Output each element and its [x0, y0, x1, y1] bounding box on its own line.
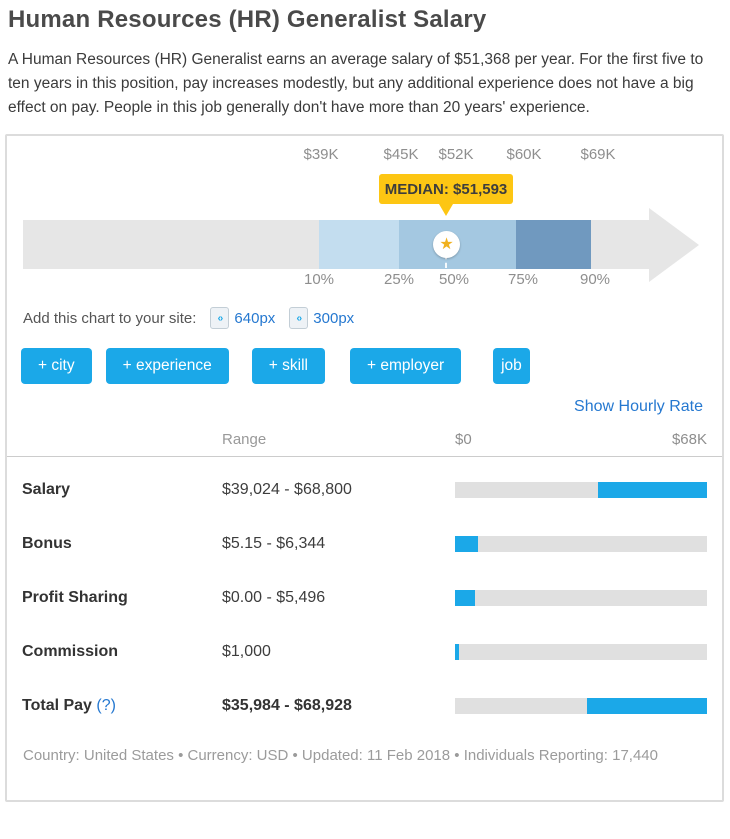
embed-300px-label: 300px — [313, 309, 355, 327]
gauge-percent-label-50: 50% — [438, 271, 470, 288]
axis-min-label: $0 — [455, 430, 472, 448]
gauge-segment-10-25 — [319, 220, 399, 269]
row-label: Profit Sharing — [22, 589, 128, 606]
row-bar-fill — [455, 590, 476, 606]
median-star-marker[interactable]: ★ — [433, 231, 460, 258]
row-label: Commission — [22, 643, 119, 660]
embed-640px-label: 640px — [234, 309, 276, 327]
gauge-value-label-10: $39K — [303, 146, 339, 163]
add-skill-button[interactable]: + skill — [251, 348, 325, 384]
percentile-gauge: $39K $45K $52K $60K $69K MEDIAN: $51,593… — [7, 136, 722, 294]
embed-prompt: Add this chart to your site: — [23, 309, 197, 327]
median-tooltip-label: MEDIAN: $51,593 — [384, 180, 508, 198]
table-row-profit-sharing: Profit Sharing $0.00 - $5,496 — [7, 571, 722, 625]
median-connector-line — [445, 254, 447, 268]
salary-chart-panel: $39K $45K $52K $60K $69K MEDIAN: $51,593… — [5, 134, 724, 802]
row-bar-fill — [597, 482, 707, 498]
axis-max-label: $68K — [671, 430, 707, 448]
star-icon: ★ — [439, 235, 454, 253]
pay-table-header: Range $0 $68K — [7, 429, 722, 449]
gauge-arrowhead-icon — [649, 208, 699, 282]
range-column-header: Range — [222, 430, 267, 448]
gauge-percent-label-25: 25% — [383, 271, 415, 288]
add-employer-button[interactable]: + employer — [350, 348, 462, 384]
row-bar — [455, 482, 707, 498]
page-title: Human Resources (HR) Generalist Salary — [8, 6, 487, 33]
report-meta-footer: Country: United States • Currency: USD •… — [23, 747, 658, 764]
embed-code-icon: ‹› — [210, 307, 230, 329]
row-range: $5.15 - $6,344 — [222, 535, 326, 552]
row-bar — [455, 536, 707, 552]
gauge-bar — [23, 220, 649, 269]
embed-row: Add this chart to your site: ‹› 640px ‹›… — [23, 306, 722, 330]
gauge-value-label-50: $52K — [438, 146, 474, 163]
gauge-value-label-90: $69K — [580, 146, 616, 163]
row-label-group: Total Pay (?) — [22, 697, 222, 715]
gauge-segment-75-90 — [516, 220, 591, 269]
row-range: $39,024 - $68,800 — [222, 481, 352, 498]
row-bar — [455, 590, 707, 606]
add-experience-button[interactable]: + experience — [105, 348, 229, 384]
filter-button-row: + city + experience + skill + employer j… — [21, 348, 722, 384]
salary-description: A Human Resources (HR) Generalist earns … — [8, 51, 704, 116]
row-bar — [455, 698, 707, 714]
pay-table-rows: Salary $39,024 - $68,800 Bonus $5.15 - $… — [7, 457, 722, 733]
table-row-salary: Salary $39,024 - $68,800 — [7, 463, 722, 517]
embed-640px-link[interactable]: ‹› 640px — [210, 307, 275, 329]
table-row-total-pay: Total Pay (?) $35,984 - $68,928 — [7, 679, 722, 733]
total-pay-help-icon[interactable]: (?) — [96, 697, 116, 714]
hourly-row: Show Hourly Rate — [7, 398, 703, 418]
row-range: $0.00 - $5,496 — [222, 589, 326, 606]
gauge-value-label-25: $45K — [383, 146, 419, 163]
row-bar-fill — [586, 698, 707, 714]
gauge-percent-label-10: 10% — [303, 271, 335, 288]
row-range: $1,000 — [222, 643, 271, 660]
median-tooltip-pointer-icon — [439, 204, 453, 216]
row-label: Bonus — [22, 535, 72, 552]
add-city-button[interactable]: + city — [21, 348, 92, 384]
median-tooltip: MEDIAN: $51,593 — [379, 174, 513, 216]
job-button[interactable]: job — [493, 348, 530, 384]
header-separator — [7, 456, 722, 457]
embed-code-icon: ‹› — [289, 307, 309, 329]
row-bar-fill — [455, 536, 479, 552]
gauge-percent-label-90: 90% — [579, 271, 611, 288]
gauge-percent-label-75: 75% — [507, 271, 539, 288]
axis-labels: $0 $68K — [455, 431, 707, 448]
show-hourly-rate-link[interactable]: Show Hourly Rate — [574, 398, 703, 415]
gauge-value-label-75: $60K — [506, 146, 542, 163]
row-label: Salary — [22, 481, 71, 498]
row-bar-fill — [455, 644, 460, 660]
table-row-commission: Commission $1,000 — [7, 625, 722, 679]
embed-300px-link[interactable]: ‹› 300px — [289, 307, 354, 329]
row-label: Total Pay — [22, 697, 92, 714]
row-range: $35,984 - $68,928 — [222, 697, 352, 714]
table-row-bonus: Bonus $5.15 - $6,344 — [7, 517, 722, 571]
row-bar — [455, 644, 707, 660]
